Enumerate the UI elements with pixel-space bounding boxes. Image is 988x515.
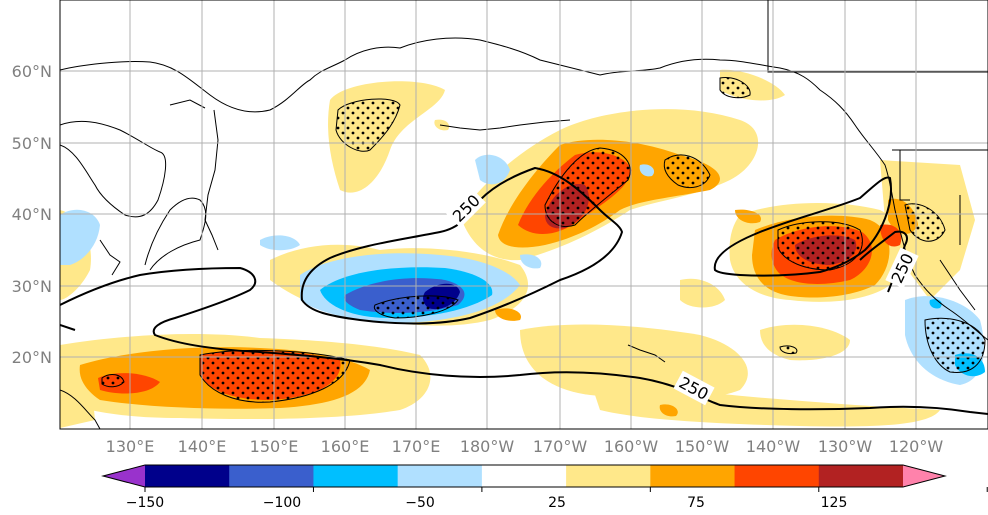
latitude-labels: 60°N 50°N 40°N 30°N 20°N [12, 62, 52, 367]
lon-label-160e: 160°E [321, 437, 370, 456]
longitude-labels: 130°E 140°E 150°E 160°E 170°E 180°W 170°… [106, 437, 944, 456]
colorbar-label-25: 25 [548, 495, 566, 511]
colorbar-outline [101, 464, 947, 488]
colorbar-segment [397, 465, 483, 487]
colorbar-segment [313, 465, 399, 487]
lon-label-150e: 150°E [250, 437, 299, 456]
colorbar: −150 −100 −50 25 75 125 [101, 464, 988, 511]
colorbar-segment [818, 465, 904, 487]
lon-label-180w: 180°W [460, 437, 515, 456]
lon-label-130e: 130°E [106, 437, 155, 456]
colorbar-ticks [144, 487, 988, 492]
lon-label-140w: 140°W [746, 437, 801, 456]
colorbar-segment [481, 465, 567, 487]
colorbar-segments [101, 464, 947, 488]
colorbar-segment [734, 465, 820, 487]
colorbar-label-125: 125 [821, 495, 848, 511]
lat-label-50n: 50°N [12, 134, 52, 153]
coastlines [60, 37, 988, 429]
lon-label-140e: 140°E [178, 437, 227, 456]
stippling [101, 76, 986, 403]
political-borders [767, 0, 988, 311]
gridlines [60, 0, 988, 429]
map-panel: 250 250 250 [60, 0, 988, 429]
colorbar-label-minus50: −50 [405, 495, 435, 511]
colorbar-segment [145, 465, 230, 487]
colorbar-segment [650, 465, 736, 487]
lon-label-160w: 160°W [604, 437, 659, 456]
lat-label-30n: 30°N [12, 277, 52, 296]
colorbar-label-minus100: −100 [263, 495, 301, 511]
colorbar-segment [229, 465, 314, 487]
lon-label-130w: 130°W [818, 437, 873, 456]
lon-label-150w: 150°W [675, 437, 730, 456]
colorbar-tick-labels: −150 −100 −50 25 75 125 [126, 495, 848, 511]
colorbar-label-75: 75 [687, 495, 705, 511]
lon-label-170e: 170°E [392, 437, 441, 456]
lon-label-120w: 120°W [889, 437, 944, 456]
lat-label-20n: 20°N [12, 348, 52, 367]
colorbar-label-minus150: −150 [126, 495, 164, 511]
map-frame [59, 0, 988, 430]
lat-label-40n: 40°N [12, 205, 52, 224]
lat-label-60n: 60°N [12, 62, 52, 81]
colorbar-extend-min [103, 465, 145, 487]
lon-label-170w: 170°W [533, 437, 588, 456]
colorbar-segment [566, 465, 651, 487]
colorbar-extend-max [903, 465, 945, 487]
